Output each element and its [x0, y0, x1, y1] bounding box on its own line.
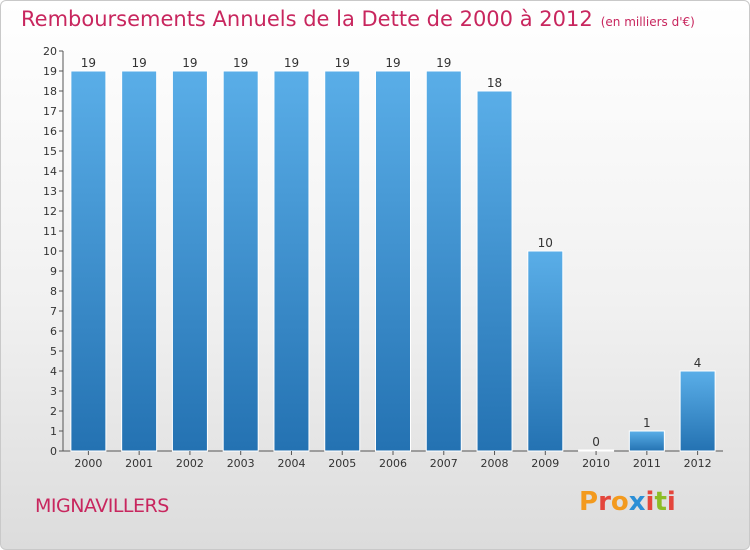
title-unit: (en milliers d'€) [600, 15, 695, 29]
y-tick-label: 1 [50, 425, 57, 438]
logo-letter: o [610, 487, 629, 517]
bar-value-label: 19 [81, 56, 96, 70]
y-tick-label: 19 [43, 65, 57, 78]
bar [70, 70, 107, 452]
logo-letter: P [579, 487, 599, 517]
logo-letter: r [598, 487, 611, 517]
y-tick-label: 8 [50, 285, 57, 298]
x-tick-label: 2008 [481, 457, 509, 470]
bar [324, 70, 361, 452]
bar [425, 70, 462, 452]
x-tick-label: 2009 [531, 457, 559, 470]
y-tick-label: 2 [50, 405, 57, 418]
bar-value-label: 10 [538, 236, 553, 250]
y-tick-label: 15 [43, 145, 57, 158]
logo-letter: x [628, 487, 646, 517]
x-tick-label: 2011 [633, 457, 661, 470]
y-tick-label: 14 [43, 165, 57, 178]
bar [679, 370, 716, 452]
x-tick-label: 2005 [328, 457, 356, 470]
x-tick-label: 2001 [125, 457, 153, 470]
y-tick-label: 9 [50, 265, 57, 278]
bar [222, 70, 259, 452]
x-tick-label: 2004 [277, 457, 305, 470]
y-tick-label: 6 [50, 325, 57, 338]
y-tick-label: 13 [43, 185, 57, 198]
y-tick-label: 5 [50, 345, 57, 358]
x-tick-label: 2007 [430, 457, 458, 470]
y-tick-label: 3 [50, 385, 57, 398]
bar-value-label: 1 [643, 416, 651, 430]
proxiti-logo: Proxiti [579, 487, 676, 517]
bar-value-label: 4 [694, 356, 702, 370]
y-tick-label: 11 [43, 225, 57, 238]
x-tick-label: 2006 [379, 457, 407, 470]
bar [578, 449, 615, 452]
logo-letter: t [654, 487, 667, 517]
town-name: MIGNAVILLERS [35, 495, 169, 517]
bar [121, 70, 158, 452]
bar-value-label: 19 [233, 56, 248, 70]
x-tick-label: 2003 [227, 457, 255, 470]
bar [476, 90, 513, 452]
bar-value-label: 19 [182, 56, 197, 70]
bar [171, 70, 208, 452]
y-tick-label: 10 [43, 245, 57, 258]
bar [628, 430, 665, 452]
y-tick-label: 18 [43, 85, 57, 98]
chart-title: Remboursements Annuels de la Dette de 20… [21, 7, 695, 31]
bar [273, 70, 310, 452]
y-tick-label: 0 [50, 445, 57, 458]
bar [527, 250, 564, 452]
bar-value-label: 19 [385, 56, 400, 70]
bar [375, 70, 411, 452]
logo-letter: i [645, 487, 655, 517]
bar-value-label: 0 [592, 435, 600, 449]
y-tick-label: 7 [50, 305, 57, 318]
bar-value-label: 19 [436, 56, 451, 70]
y-tick-label: 16 [43, 125, 57, 138]
title-text: Remboursements Annuels de la Dette de 20… [21, 7, 593, 31]
y-tick-label: 4 [50, 365, 57, 378]
y-tick-label: 12 [43, 205, 57, 218]
bar-value-label: 18 [487, 76, 502, 90]
bar-value-label: 19 [132, 56, 147, 70]
y-tick-label: 20 [43, 45, 57, 58]
x-tick-label: 2010 [582, 457, 610, 470]
x-tick-label: 2012 [684, 457, 712, 470]
logo-letter: i [666, 487, 676, 517]
bar-value-label: 19 [335, 56, 350, 70]
bar-value-label: 19 [284, 56, 299, 70]
x-tick-label: 2000 [74, 457, 102, 470]
y-tick-label: 17 [43, 105, 57, 118]
x-tick-label: 2002 [176, 457, 204, 470]
